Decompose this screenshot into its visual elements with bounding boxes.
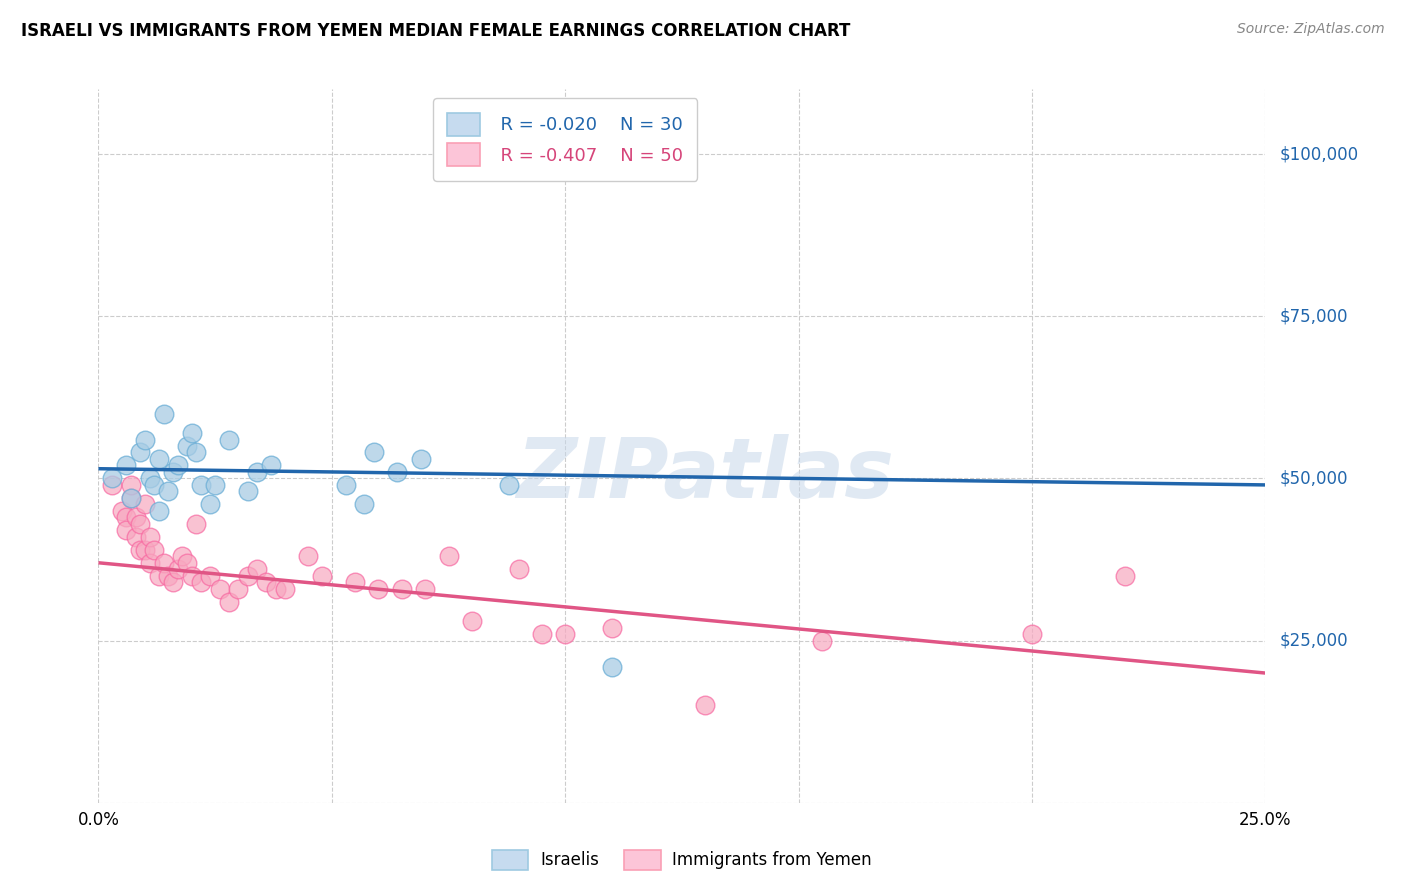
Point [600,659,623,673]
Point [101,471,124,485]
Point [260,458,283,473]
Point [134,542,156,557]
Point [236,484,259,499]
Point [139,471,162,485]
Point [208,582,231,596]
Point [1114,568,1136,582]
Text: $50,000: $50,000 [1279,469,1348,487]
Point [236,568,259,582]
Point [157,568,180,582]
Point [190,575,212,590]
Point [600,621,623,635]
Point [508,562,530,576]
Point [437,549,460,564]
Point [190,478,212,492]
Point [274,582,297,596]
Point [391,582,413,596]
Point [134,497,156,511]
Point [120,478,142,492]
Point [218,595,240,609]
Point [172,549,194,564]
Point [1021,627,1043,641]
Point [125,510,148,524]
Point [176,439,198,453]
Text: Source: ZipAtlas.com: Source: ZipAtlas.com [1237,22,1385,37]
Point [115,458,138,473]
Point [143,542,166,557]
Point [218,433,240,447]
Point [297,549,319,564]
Point [152,407,174,421]
Point [120,491,142,505]
Point [166,562,188,576]
Point [115,524,138,538]
Point [344,575,367,590]
Point [157,484,180,499]
Point [409,452,432,467]
Point [385,465,408,479]
Point [554,627,576,641]
Point [461,614,484,628]
Point [139,556,162,570]
Point [101,478,124,492]
Point [353,497,375,511]
Point [129,542,152,557]
Point [125,530,148,544]
Point [204,478,226,492]
Point [176,556,198,570]
Point [530,627,553,641]
Point [148,568,170,582]
Point [811,633,834,648]
Point [246,465,269,479]
Point [264,582,287,596]
Point [120,491,142,505]
Point [162,465,184,479]
Text: ZIPatlas: ZIPatlas [516,434,894,515]
Point [180,568,202,582]
Point [152,556,174,570]
Point [143,478,166,492]
Point [228,582,250,596]
Point [311,568,333,582]
Point [200,568,222,582]
Point [246,562,269,576]
Point [256,575,278,590]
Text: $75,000: $75,000 [1279,307,1348,326]
Point [129,445,152,459]
Point [148,504,170,518]
Text: ISRAELI VS IMMIGRANTS FROM YEMEN MEDIAN FEMALE EARNINGS CORRELATION CHART: ISRAELI VS IMMIGRANTS FROM YEMEN MEDIAN … [21,22,851,40]
Point [134,433,156,447]
Point [200,497,222,511]
Legend: Israelis, Immigrants from Yemen: Israelis, Immigrants from Yemen [485,843,879,877]
Point [413,582,436,596]
Point [115,510,138,524]
Point [129,516,152,531]
Point [498,478,520,492]
Point [363,445,385,459]
Point [186,516,208,531]
Point [335,478,357,492]
Text: $100,000: $100,000 [1279,145,1358,163]
Point [111,504,134,518]
Point [367,582,389,596]
Text: $25,000: $25,000 [1279,632,1348,649]
Point [186,445,208,459]
Point [180,425,202,440]
Point [695,698,717,713]
Point [139,530,162,544]
Point [162,575,184,590]
Point [166,458,188,473]
Point [148,452,170,467]
